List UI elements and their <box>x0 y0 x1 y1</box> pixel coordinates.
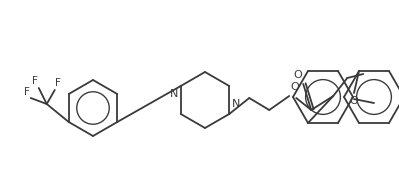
Text: F: F <box>24 87 30 97</box>
Text: N: N <box>232 99 241 109</box>
Text: F: F <box>55 78 61 88</box>
Text: O: O <box>350 96 358 106</box>
Text: O: O <box>290 82 299 92</box>
Text: O: O <box>294 70 302 80</box>
Text: N: N <box>170 89 178 99</box>
Text: F: F <box>32 76 38 86</box>
